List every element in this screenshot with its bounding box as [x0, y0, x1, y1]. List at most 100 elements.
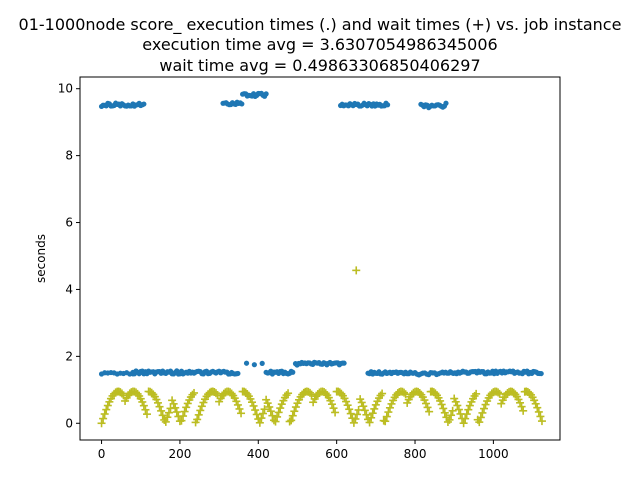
- wait-point: [351, 414, 360, 423]
- x-tick-label: 0: [98, 447, 106, 461]
- wait-point: [306, 388, 315, 397]
- wait-point: [258, 409, 267, 418]
- wait-point: [103, 401, 112, 410]
- wait-point: [475, 418, 484, 427]
- y-tick-label: 0: [65, 416, 73, 430]
- wait-point: [252, 410, 261, 419]
- wait-point: [464, 405, 473, 414]
- wait-point: [530, 396, 539, 405]
- wait-point: [190, 388, 199, 397]
- wait-point: [453, 401, 462, 410]
- y-tick-label: 2: [65, 349, 73, 363]
- wait-point: [479, 404, 488, 413]
- wait-point: [421, 399, 430, 408]
- wait-point: [481, 400, 490, 409]
- x-tick-label: 200: [168, 447, 191, 461]
- wait-point: [193, 415, 202, 424]
- wait-point: [517, 402, 526, 411]
- wait-point: [257, 414, 266, 423]
- wait-point: [168, 396, 177, 405]
- wait-point: [164, 408, 173, 417]
- wait-point: [290, 407, 299, 416]
- wait-point: [271, 417, 280, 426]
- wait-point: [282, 391, 291, 400]
- y-tick-label: 6: [65, 216, 73, 230]
- wait-point: [371, 400, 380, 409]
- wait-point: [423, 403, 432, 412]
- wait-point: [381, 417, 390, 426]
- wait-point: [260, 405, 269, 414]
- execution-point: [251, 362, 257, 368]
- wait-point: [268, 411, 277, 420]
- wait-point: [497, 399, 506, 408]
- wait-point: [155, 402, 164, 411]
- wait-point: [141, 405, 150, 414]
- wait-point: [448, 406, 457, 415]
- wait-point: [180, 407, 189, 416]
- wait-point: [291, 403, 300, 412]
- wait-point: [368, 409, 377, 418]
- wait-point: [172, 408, 181, 417]
- wait-point: [235, 404, 244, 413]
- wait-point: [237, 409, 246, 418]
- wait-point: [437, 400, 446, 409]
- wait-point: [359, 402, 368, 411]
- wait-point: [357, 398, 366, 407]
- wait-point: [525, 389, 534, 398]
- chart-title-line-3: wait time avg = 0.49863306850406297: [159, 56, 480, 75]
- execution-point: [141, 101, 147, 107]
- execution-point: [443, 100, 449, 106]
- wait-point: [454, 405, 463, 414]
- wait-point: [415, 388, 424, 397]
- wait-point: [138, 397, 147, 406]
- wait-point: [197, 402, 206, 411]
- wait-point: [157, 406, 166, 415]
- x-tick-label: 800: [404, 447, 427, 461]
- x-tick-label: 400: [247, 447, 270, 461]
- wait-point: [461, 414, 470, 423]
- wait-point: [100, 410, 109, 419]
- execution-point: [341, 360, 347, 366]
- wait-point: [478, 408, 487, 417]
- chart-title-line-2: execution time avg = 3.6307054986345006: [142, 35, 497, 54]
- wait-point: [440, 408, 449, 417]
- wait-point: [194, 410, 203, 419]
- wait-point: [400, 388, 409, 397]
- wait-point: [360, 406, 369, 415]
- wait-point: [177, 416, 186, 425]
- x-tick-label: 1000: [478, 447, 509, 461]
- wait-point: [342, 397, 351, 406]
- wait-point: [179, 412, 188, 421]
- wait-point: [288, 411, 297, 420]
- wait-point: [534, 407, 543, 416]
- wait-point: [465, 401, 474, 410]
- execution-point: [538, 370, 544, 377]
- y-tick-label: 10: [58, 82, 73, 96]
- wait-point: [382, 412, 391, 421]
- wait-point: [476, 413, 485, 422]
- wait-point: [211, 389, 220, 398]
- wait-point: [439, 404, 448, 413]
- wait-point: [143, 410, 152, 419]
- x-tick-label: 600: [325, 447, 348, 461]
- y-axis-label: seconds: [34, 234, 48, 283]
- y-tick-label: 4: [65, 282, 73, 296]
- execution-point: [384, 102, 391, 108]
- wait-point: [345, 405, 354, 414]
- wait-point: [370, 404, 379, 413]
- wait-point: [102, 405, 111, 414]
- wait-point: [519, 406, 528, 415]
- wait-point: [265, 402, 274, 411]
- wait-point: [171, 403, 180, 412]
- wait-point: [266, 407, 275, 416]
- execution-point: [290, 369, 296, 375]
- plot-area: [97, 90, 546, 428]
- wait-point: [451, 397, 460, 406]
- wait-point: [367, 413, 376, 422]
- execution-point: [259, 360, 265, 366]
- wait-point: [97, 419, 106, 428]
- wait-point: [255, 418, 264, 427]
- wait-point: [161, 417, 170, 426]
- wait-point: [182, 403, 191, 412]
